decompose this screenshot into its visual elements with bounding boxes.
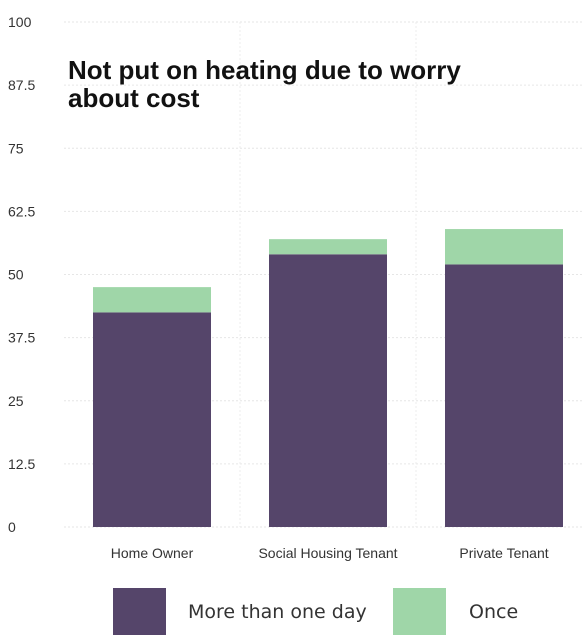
y-tick-label: 12.5 bbox=[8, 456, 35, 472]
x-category-label: Private Tenant bbox=[459, 545, 548, 561]
y-tick-label: 75 bbox=[8, 140, 24, 156]
bars bbox=[93, 229, 563, 528]
chart-title-line-1: Not put on heating due to worry bbox=[68, 55, 461, 85]
chart-title: Not put on heating due to worry about co… bbox=[68, 55, 468, 113]
bar-more-than-one-day-private-tenant bbox=[445, 264, 563, 527]
y-axis-tick-labels: 0 12.5 25 37.5 50 62.5 75 87.5 100 bbox=[8, 14, 35, 535]
y-tick-label: 37.5 bbox=[8, 330, 35, 346]
x-category-label: Social Housing Tenant bbox=[258, 545, 397, 561]
bar-more-than-one-day-home-owner bbox=[93, 312, 211, 527]
bar-once-social-housing-tenant bbox=[269, 239, 387, 255]
bar-once-home-owner bbox=[93, 287, 211, 313]
y-tick-label: 50 bbox=[8, 267, 24, 283]
y-tick-label: 0 bbox=[8, 519, 16, 535]
bar-once-private-tenant bbox=[445, 229, 563, 265]
y-tick-label: 25 bbox=[8, 393, 24, 409]
legend-label-more-than-one-day: More than one day bbox=[188, 601, 367, 623]
y-tick-label: 100 bbox=[8, 14, 32, 30]
legend-swatch-more-than-one-day bbox=[113, 588, 166, 635]
y-tick-label: 87.5 bbox=[8, 77, 35, 93]
legend: More than one day Once bbox=[113, 588, 518, 635]
gridlines bbox=[64, 21, 582, 528]
legend-label-once: Once bbox=[469, 601, 518, 623]
x-category-label: Home Owner bbox=[111, 545, 194, 561]
y-tick-label: 62.5 bbox=[8, 203, 35, 219]
legend-swatch-once bbox=[393, 588, 446, 635]
x-axis-category-labels: Home Owner Social Housing Tenant Private T… bbox=[111, 545, 549, 561]
bar-more-than-one-day-social-housing-tenant bbox=[269, 254, 387, 528]
chart-title-line-2: about cost bbox=[68, 83, 200, 113]
